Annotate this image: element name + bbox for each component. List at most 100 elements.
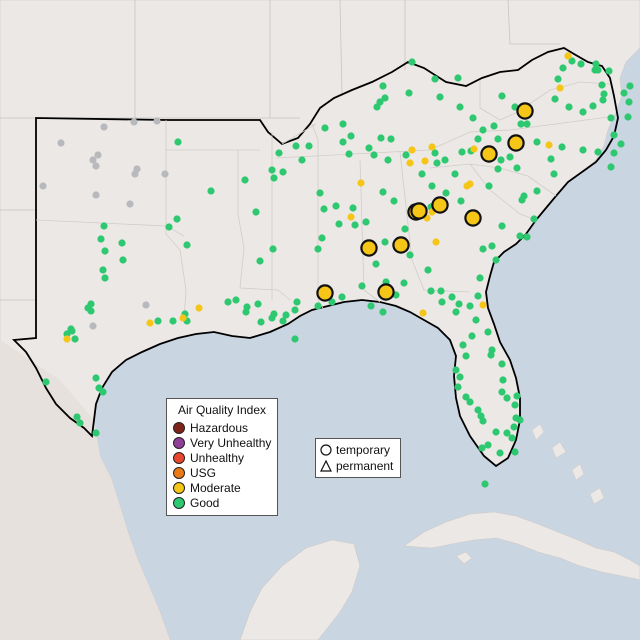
monitor-point[interactable] <box>358 282 366 290</box>
monitor-point[interactable] <box>418 170 426 178</box>
monitor-point[interactable] <box>57 139 65 147</box>
monitor-point[interactable] <box>591 66 599 74</box>
monitor-point[interactable] <box>279 168 287 176</box>
monitor-point[interactable] <box>485 182 493 190</box>
monitor-point[interactable] <box>466 302 474 310</box>
monitor-point[interactable] <box>545 141 553 149</box>
monitor-point[interactable] <box>328 298 336 306</box>
monitor-point[interactable] <box>242 308 250 316</box>
monitor-point[interactable] <box>406 159 414 167</box>
monitor-point[interactable] <box>564 52 572 60</box>
monitor-point[interactable] <box>437 287 445 295</box>
monitor-point[interactable] <box>298 156 306 164</box>
temporary-monitor[interactable] <box>316 284 334 302</box>
monitor-point[interactable] <box>89 322 97 330</box>
monitor-point[interactable] <box>405 89 413 97</box>
monitor-point[interactable] <box>357 179 365 187</box>
monitor-point[interactable] <box>456 373 464 381</box>
monitor-point[interactable] <box>373 103 381 111</box>
monitor-points[interactable] <box>39 52 634 488</box>
monitor-point[interactable] <box>268 166 276 174</box>
monitor-point[interactable] <box>510 423 518 431</box>
monitor-point[interactable] <box>351 221 359 229</box>
monitor-point[interactable] <box>339 120 347 128</box>
monitor-point[interactable] <box>432 238 440 246</box>
monitor-point[interactable] <box>498 92 506 100</box>
monitor-point[interactable] <box>610 131 618 139</box>
monitor-point[interactable] <box>433 159 441 167</box>
monitor-point[interactable] <box>469 114 477 122</box>
monitor-point[interactable] <box>487 351 495 359</box>
monitor-point[interactable] <box>547 155 555 163</box>
monitor-point[interactable] <box>624 113 632 121</box>
monitor-point[interactable] <box>466 398 474 406</box>
monitor-point[interactable] <box>347 213 355 221</box>
monitor-point[interactable] <box>224 298 232 306</box>
monitor-point[interactable] <box>550 170 558 178</box>
monitor-point[interactable] <box>459 341 467 349</box>
monitor-point[interactable] <box>617 140 625 148</box>
monitor-point[interactable] <box>94 151 102 159</box>
monitor-point[interactable] <box>379 82 387 90</box>
monitor-point[interactable] <box>76 419 84 427</box>
monitor-point[interactable] <box>99 266 107 274</box>
monitor-point[interactable] <box>438 298 446 306</box>
monitor-point[interactable] <box>320 205 328 213</box>
monitor-point[interactable] <box>470 145 478 153</box>
monitor-point[interactable] <box>598 81 606 89</box>
monitor-point[interactable] <box>381 94 389 102</box>
monitor-point[interactable] <box>490 122 498 130</box>
monitor-point[interactable] <box>474 135 482 143</box>
monitor-point[interactable] <box>347 132 355 140</box>
temporary-monitor[interactable] <box>516 102 534 120</box>
monitor-point[interactable] <box>431 149 439 157</box>
monitor-point[interactable] <box>554 75 562 83</box>
monitor-point[interactable] <box>513 392 521 400</box>
monitor-point[interactable] <box>282 311 290 319</box>
monitor-point[interactable] <box>130 118 138 126</box>
monitor-point[interactable] <box>610 149 618 157</box>
monitor-point[interactable] <box>332 202 340 210</box>
monitor-point[interactable] <box>484 441 492 449</box>
monitor-point[interactable] <box>494 135 502 143</box>
monitor-point[interactable] <box>92 429 100 437</box>
monitor-point[interactable] <box>508 434 516 442</box>
monitor-point[interactable] <box>455 300 463 308</box>
monitor-point[interactable] <box>474 292 482 300</box>
monitor-point[interactable] <box>533 187 541 195</box>
monitor-point[interactable] <box>345 150 353 158</box>
monitor-point[interactable] <box>207 187 215 195</box>
monitor-point[interactable] <box>268 314 276 322</box>
monitor-point[interactable] <box>101 274 109 282</box>
monitor-point[interactable] <box>68 327 76 335</box>
monitor-point[interactable] <box>401 225 409 233</box>
monitor-point[interactable] <box>448 293 456 301</box>
monitor-point[interactable] <box>516 416 524 424</box>
monitor-point[interactable] <box>503 429 511 437</box>
monitor-point[interactable] <box>161 170 169 178</box>
monitor-point[interactable] <box>133 165 141 173</box>
monitor-point[interactable] <box>452 366 460 374</box>
monitor-point[interactable] <box>92 191 100 199</box>
monitor-point[interactable] <box>428 182 436 190</box>
monitor-point[interactable] <box>516 232 524 240</box>
monitor-point[interactable] <box>607 163 615 171</box>
monitor-point[interactable] <box>101 247 109 255</box>
monitor-point[interactable] <box>338 293 346 301</box>
monitor-point[interactable] <box>367 302 375 310</box>
monitor-point[interactable] <box>506 153 514 161</box>
monitor-point[interactable] <box>523 120 531 128</box>
temporary-monitor[interactable] <box>431 196 449 214</box>
monitor-point[interactable] <box>71 335 79 343</box>
monitor-point[interactable] <box>314 245 322 253</box>
monitor-point[interactable] <box>379 308 387 316</box>
temporary-monitors[interactable] <box>316 102 534 302</box>
monitor-point[interactable] <box>169 317 177 325</box>
monitor-point[interactable] <box>370 151 378 159</box>
monitor-point[interactable] <box>499 376 507 384</box>
monitor-point[interactable] <box>100 123 108 131</box>
temporary-monitor[interactable] <box>480 145 498 163</box>
monitor-point[interactable] <box>365 144 373 152</box>
monitor-point[interactable] <box>451 170 459 178</box>
